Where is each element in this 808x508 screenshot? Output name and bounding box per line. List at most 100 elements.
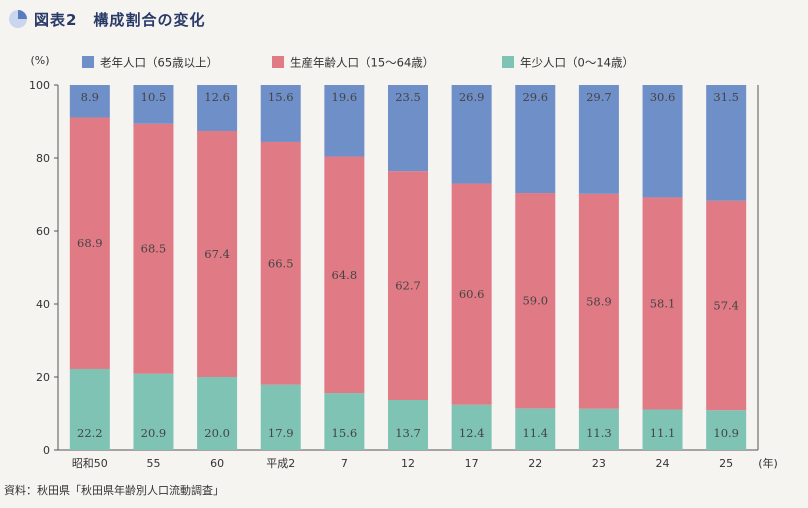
legend: 老年人口（65歳以上） 生産年齢人口（15～64歳） 年少人口（0～14歳） bbox=[82, 56, 634, 70]
bar-working bbox=[388, 171, 428, 400]
x-axis-unit: (年) bbox=[758, 456, 778, 470]
x-tick-label: 22 bbox=[528, 457, 542, 470]
bar-working bbox=[706, 200, 747, 411]
x-tick-label: 昭和50 bbox=[72, 457, 108, 470]
bar-elderly bbox=[388, 85, 428, 172]
bars bbox=[69, 85, 747, 450]
bar-young bbox=[260, 384, 301, 450]
legend-label: 老年人口（65歳以上） bbox=[100, 56, 218, 70]
data-label-young: 11.4 bbox=[522, 426, 548, 440]
data-label-elderly: 15.6 bbox=[268, 90, 294, 104]
data-label-working: 68.9 bbox=[77, 236, 103, 250]
bar-elderly bbox=[706, 85, 747, 201]
bar-working bbox=[642, 197, 683, 410]
data-label-elderly: 30.6 bbox=[650, 90, 676, 104]
data-label-working: 57.4 bbox=[713, 298, 739, 312]
data-label-elderly: 19.6 bbox=[332, 90, 358, 104]
data-label-working: 60.6 bbox=[459, 287, 485, 301]
x-tick-label: 25 bbox=[719, 457, 733, 470]
x-tick-label: 23 bbox=[592, 457, 606, 470]
x-tick-labels: 昭和50 55 60 平成2 7 12 17 22 23 24 25 bbox=[72, 457, 733, 470]
bar-working bbox=[451, 183, 492, 405]
x-tick-label: 12 bbox=[401, 457, 415, 470]
chart-title: 図表2 構成割合の変化 bbox=[34, 10, 206, 29]
bar-elderly bbox=[133, 85, 174, 124]
x-tick-label: 55 bbox=[146, 457, 160, 470]
data-label-young: 15.6 bbox=[332, 426, 358, 440]
bar-young bbox=[578, 408, 619, 450]
y-tick-label: 80 bbox=[36, 152, 50, 165]
bar-working bbox=[69, 117, 110, 369]
source-note: 資料：秋田県「秋田県年齢別人口流動調査」 bbox=[4, 484, 224, 497]
chart-title-row: 図表2 構成割合の変化 bbox=[8, 6, 205, 32]
y-tick-label: 100 bbox=[29, 79, 50, 92]
bar-elderly bbox=[197, 85, 238, 131]
bar-young bbox=[69, 368, 110, 450]
legend-label: 年少人口（0～14歳） bbox=[520, 56, 634, 70]
pie-chart-icon bbox=[9, 10, 27, 28]
x-tick-label: 60 bbox=[210, 457, 224, 470]
y-tick-label: 0 bbox=[43, 444, 50, 457]
x-tick-label: 平成2 bbox=[266, 457, 295, 470]
legend-swatch bbox=[502, 56, 514, 68]
bar-working bbox=[515, 193, 556, 409]
data-label-young: 11.1 bbox=[650, 426, 676, 440]
bar-young bbox=[706, 410, 747, 450]
data-label-working: 58.9 bbox=[586, 294, 612, 308]
data-label-elderly: 29.6 bbox=[522, 90, 548, 104]
data-label-young: 13.7 bbox=[395, 426, 421, 440]
bar-elderly bbox=[578, 85, 619, 194]
bar-young bbox=[133, 373, 174, 450]
bar-elderly bbox=[69, 85, 110, 118]
bar-elderly bbox=[515, 85, 556, 194]
bar-working bbox=[578, 193, 619, 409]
data-label-young: 17.9 bbox=[268, 426, 294, 440]
bar-young bbox=[515, 408, 556, 450]
y-tick-label: 20 bbox=[36, 371, 50, 384]
bar-young bbox=[324, 393, 365, 450]
data-label-elderly: 26.9 bbox=[459, 90, 485, 104]
bar-working bbox=[324, 156, 365, 394]
data-label-elderly: 29.7 bbox=[586, 90, 612, 104]
bar-young bbox=[642, 409, 683, 450]
data-label-working: 58.1 bbox=[650, 296, 676, 310]
y-tick-label: 60 bbox=[36, 225, 50, 238]
data-label-young: 12.4 bbox=[459, 426, 485, 440]
data-label-working: 62.7 bbox=[395, 279, 421, 293]
legend-swatch bbox=[82, 56, 94, 68]
data-label-working: 67.4 bbox=[204, 247, 230, 261]
bar-young bbox=[451, 404, 492, 450]
legend-swatch bbox=[272, 56, 284, 68]
bar-working bbox=[260, 141, 301, 385]
data-label-young: 20.0 bbox=[204, 426, 230, 440]
data-label-elderly: 23.5 bbox=[395, 90, 421, 104]
data-label-young: 10.9 bbox=[713, 426, 739, 440]
data-label-young: 20.9 bbox=[141, 426, 167, 440]
bar-young bbox=[197, 377, 238, 450]
data-label-elderly: 10.5 bbox=[141, 90, 167, 104]
data-label-elderly: 31.5 bbox=[713, 90, 739, 104]
y-tick-label: 40 bbox=[36, 298, 50, 311]
bar-elderly bbox=[324, 85, 365, 157]
data-label-young: 11.3 bbox=[586, 426, 612, 440]
data-label-elderly: 8.9 bbox=[81, 90, 99, 104]
data-label-young: 22.2 bbox=[77, 426, 103, 440]
data-labels: 22.2 68.9 8.9 20.9 68.5 10.5 20.0 67.4 12.6 17.9 6… bbox=[77, 90, 739, 440]
x-tick-label: 24 bbox=[656, 457, 670, 470]
bar-elderly bbox=[451, 85, 492, 184]
x-tick-label: 17 bbox=[465, 457, 479, 470]
stacked-bar-chart: 老年人口（65歳以上） 生産年齢人口（15～64歳） 年少人口（0～14歳） 0 20… bbox=[29, 54, 778, 470]
data-label-working: 68.5 bbox=[141, 242, 167, 256]
bar-young bbox=[388, 399, 428, 450]
bar-working bbox=[197, 130, 238, 377]
x-tick-label: 7 bbox=[341, 457, 348, 470]
data-label-working: 66.5 bbox=[268, 256, 294, 270]
bar-elderly bbox=[260, 85, 301, 142]
data-label-working: 64.8 bbox=[332, 268, 358, 282]
data-label-elderly: 12.6 bbox=[204, 90, 230, 104]
bar-elderly bbox=[642, 85, 683, 198]
legend-label: 生産年齢人口（15～64歳） bbox=[290, 56, 434, 70]
data-label-working: 59.0 bbox=[522, 294, 548, 308]
bar-working bbox=[133, 123, 174, 374]
y-axis-unit: (%) bbox=[30, 54, 49, 67]
